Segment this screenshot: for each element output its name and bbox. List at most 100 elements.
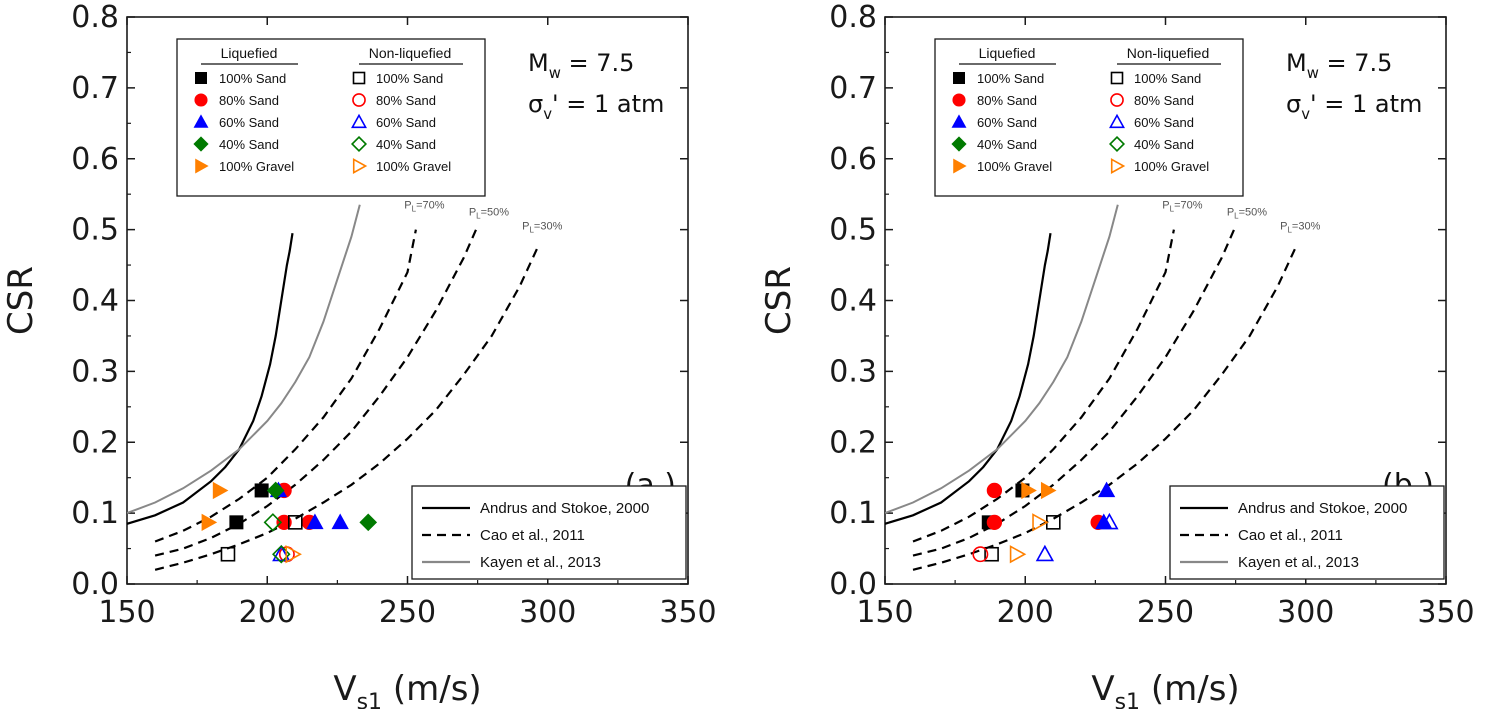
x-axis-title: Vs1 (m/s) [333, 669, 481, 709]
y-tick-label: 0.8 [829, 0, 877, 35]
pl-label: PL=30% [522, 221, 562, 235]
y-tick-label: 0.4 [829, 284, 877, 319]
annotation-mw-main: M [1286, 49, 1307, 77]
x-tick-label: 250 [1137, 595, 1194, 630]
legend-marker-nonliquefied [352, 71, 366, 85]
legend-marker-liquefied [193, 136, 209, 152]
curve-cao-et-al-2011-pl-50- [912, 225, 1237, 557]
data-point [201, 513, 218, 531]
pl-label-main: P [1162, 199, 1169, 211]
curve-kayen-et-al-2013 [127, 204, 361, 515]
y-tick-label: 0.1 [829, 496, 877, 531]
pl-label-main: P [469, 206, 476, 218]
data-point [986, 482, 1003, 499]
annotation-sigma-rest: ' = 1 atm [1310, 90, 1422, 118]
legend-label-nonliquefied: 60% Sand [376, 115, 436, 130]
pl-label-val: =30% [534, 221, 563, 233]
line-legend-frame [411, 485, 687, 580]
pl-label: PL=30% [1280, 221, 1320, 235]
y-tick-label: 0.8 [71, 0, 119, 35]
legend-label-nonliquefied: 100% Gravel [1134, 159, 1209, 174]
data-point [1032, 513, 1049, 532]
pl-label: PL=70% [404, 199, 444, 213]
x-axis-title-main: V [333, 669, 356, 709]
annotation-mw-rest: = 7.5 [1319, 49, 1393, 77]
y-tick-label: 0.2 [829, 425, 877, 460]
pl-label-main: P [522, 221, 529, 233]
x-tick-label: 200 [239, 595, 296, 630]
annotation-sigma-sub: v [543, 105, 552, 123]
pl-label-main: P [1280, 221, 1287, 233]
legend-label-liquefied: 100% Sand [219, 71, 286, 86]
annotation-sigma-sub: v [1301, 105, 1310, 123]
legend-marker-nonliquefied [351, 113, 367, 129]
x-axis-title-sub: s1 [1115, 690, 1140, 709]
pl-label-main: P [404, 199, 411, 211]
y-axis-title: CSR [759, 266, 799, 335]
curve-cao-et-al-2011-pl-30- [154, 243, 541, 571]
legend-marker-nonliquefied [1110, 71, 1124, 85]
legend-frame [176, 38, 486, 197]
legend-label-nonliquefied: 40% Sand [376, 137, 436, 152]
annotation-mw-rest: = 7.5 [561, 49, 635, 77]
chart-panel-b: 150 200 250 300 350 0.0 0.1 0.2 0.3 0.4 0.5 0.6 0.7 0… [759, 0, 1475, 709]
legend-label-nonliquefied: 80% Sand [376, 93, 436, 108]
annotation-sigma-main: σ [1286, 90, 1301, 118]
line-legend-frame [1169, 485, 1445, 580]
curve-cao-et-al-2011-pl-70- [912, 229, 1175, 543]
legend-label-nonliquefied: 60% Sand [1134, 115, 1194, 130]
data-point [276, 514, 292, 530]
data-point [331, 513, 349, 530]
y-tick-label: 0.5 [829, 213, 877, 248]
series-non-liquefied-100-sand [220, 515, 303, 562]
data-point [984, 546, 999, 562]
x-tick-label: 300 [519, 595, 576, 630]
data-point [1009, 545, 1027, 564]
legend-label-nonliquefied: 100% Gravel [376, 159, 451, 174]
data-point [1021, 481, 1037, 500]
legend-marker-nonliquefied [1109, 113, 1125, 129]
pl-label-sub: L [1234, 211, 1239, 220]
series-non-liquefied-80-sand [972, 546, 989, 563]
legend-label-liquefied: 80% Sand [977, 93, 1037, 108]
pl-label-val: =30% [1292, 221, 1321, 233]
legend-label-nonliquefied: 80% Sand [1134, 93, 1194, 108]
legend-header-nonliquefied: Non-liquefied [1127, 45, 1210, 61]
data-point [229, 515, 244, 530]
legend-marker-liquefied [951, 114, 967, 128]
pl-label-sub: L [412, 204, 417, 213]
y-tick-label: 0.0 [71, 567, 119, 602]
legend-marker-nonliquefied [352, 93, 366, 107]
curve-kayen-et-al-2013 [885, 204, 1119, 515]
y-tick-label: 0.7 [829, 71, 877, 106]
series-liquefied-60-sand [1095, 481, 1116, 530]
annotation-sigma-main: σ [528, 90, 543, 118]
pl-label-val: =70% [416, 199, 445, 211]
legend-label-nonliquefied: 40% Sand [1134, 137, 1194, 152]
annotation-mw: Mw = 7.5 [1286, 49, 1392, 82]
x-tick-label: 350 [659, 595, 716, 630]
y-tick-label: 0.6 [71, 142, 119, 177]
legend-label-liquefied: 60% Sand [977, 115, 1037, 130]
legend-marker-liquefied [193, 114, 209, 128]
symbol-legend: Liquefied Non-liquefied 100% Sand 100% Sand… [934, 38, 1244, 197]
y-tick-label: 0.3 [71, 354, 119, 389]
x-tick-label: 250 [379, 595, 436, 630]
annotation-sigma: σv' = 1 atm [528, 90, 664, 123]
legend-marker-liquefied [953, 158, 967, 174]
legend-label-liquefied: 100% Gravel [977, 159, 1052, 174]
pl-label-sub: L [476, 211, 481, 220]
x-tick-label: 300 [1277, 595, 1334, 630]
legend-label-nonliquefied: 100% Sand [1134, 71, 1201, 86]
data-point [263, 513, 283, 532]
legend-label-liquefied: 60% Sand [219, 115, 279, 130]
curve-cao-et-al-2011-pl-50- [154, 225, 479, 557]
y-tick-label: 0.3 [829, 354, 877, 389]
legend-marker-liquefied [195, 72, 207, 84]
line-legend-label: Cao et al., 2011 [1238, 527, 1343, 544]
legend-header-liquefied: Liquefied [979, 45, 1036, 61]
y-tick-label: 0.2 [71, 425, 119, 460]
x-tick-label: 150 [98, 595, 155, 630]
data-point [306, 513, 324, 530]
